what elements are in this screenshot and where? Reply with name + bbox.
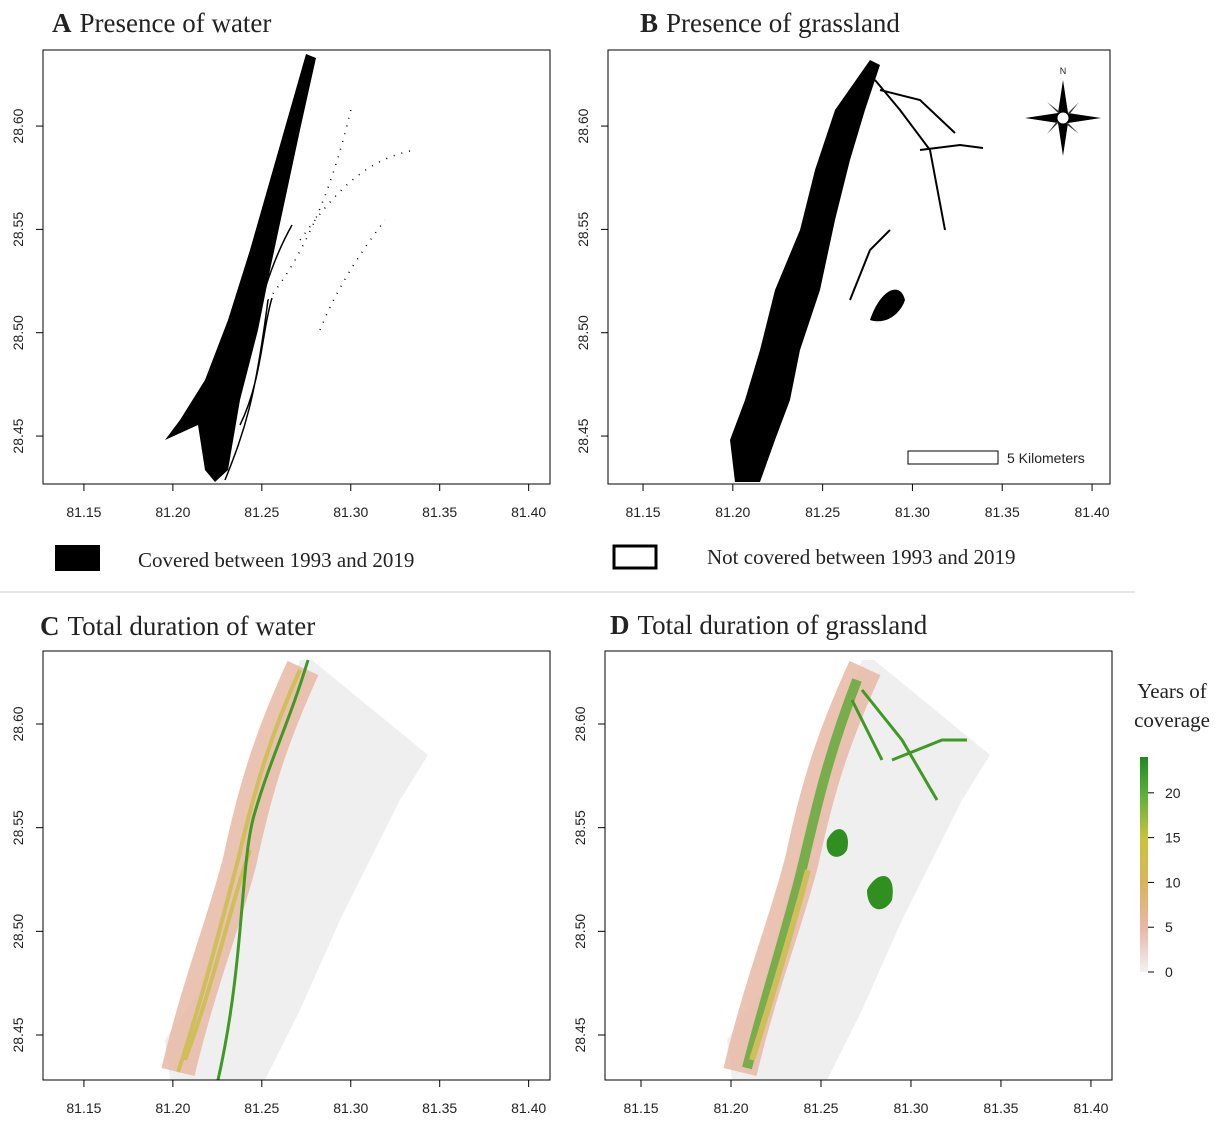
colorbar-tick-label: 20 bbox=[1165, 785, 1181, 801]
colorbar-title: Years of bbox=[1137, 679, 1207, 703]
y-tick-label: 28.50 bbox=[575, 315, 591, 350]
x-tick-label: 81.15 bbox=[66, 504, 101, 520]
scale-bar bbox=[907, 450, 999, 465]
colorbar-tick-label: 0 bbox=[1165, 964, 1173, 980]
x-tick-label: 81.15 bbox=[623, 1100, 658, 1116]
map-c bbox=[161, 659, 428, 1081]
x-tick-label: 81.35 bbox=[985, 504, 1020, 520]
map-d bbox=[723, 660, 990, 1080]
y-tick-label: 28.45 bbox=[575, 418, 591, 453]
colorbar-tick-label: 15 bbox=[1165, 830, 1181, 846]
y-tick-label: 28.45 bbox=[572, 1017, 588, 1052]
legend-swatch-covered bbox=[55, 545, 100, 571]
colorbar-tick-label: 10 bbox=[1165, 874, 1181, 890]
panel-title-text: Total duration of grassland bbox=[638, 610, 928, 640]
x-tick-label: 81.30 bbox=[895, 504, 930, 520]
y-tick-label: 28.55 bbox=[10, 810, 26, 845]
map-a bbox=[165, 54, 416, 482]
panel-letter: A bbox=[52, 8, 72, 38]
y-tick-label: 28.60 bbox=[572, 706, 588, 741]
y-tick-label: 28.55 bbox=[575, 212, 591, 247]
y-tick-label: 28.45 bbox=[10, 1017, 26, 1052]
y-tick-label: 28.60 bbox=[10, 706, 26, 741]
x-tick-label: 81.40 bbox=[1073, 1100, 1108, 1116]
x-tick-label: 81.30 bbox=[333, 1100, 368, 1116]
panel-title-text: Total duration of water bbox=[68, 611, 316, 641]
x-tick-label: 81.15 bbox=[66, 1100, 101, 1116]
x-tick-label: 81.20 bbox=[715, 504, 750, 520]
panel-title: D Total duration of grassland bbox=[610, 610, 928, 640]
panel-letter: C bbox=[40, 611, 60, 641]
plot-frame bbox=[607, 49, 1111, 485]
y-tick-label: 28.55 bbox=[572, 810, 588, 845]
x-tick-label: 81.30 bbox=[333, 504, 368, 520]
compass-label: N bbox=[1060, 66, 1067, 76]
colorbar bbox=[1140, 757, 1148, 972]
x-tick-label: 81.25 bbox=[803, 1100, 838, 1116]
colorbar-title: coverage bbox=[1134, 708, 1210, 732]
map-b bbox=[730, 60, 1101, 482]
scale-bar-label: 5 Kilometers bbox=[1007, 450, 1085, 466]
plot-frame bbox=[42, 49, 551, 485]
compass-rose bbox=[1025, 80, 1101, 156]
x-tick-label: 81.35 bbox=[422, 1100, 457, 1116]
y-tick-label: 28.45 bbox=[10, 418, 26, 453]
panel-title: B Presence of grassland bbox=[640, 8, 900, 38]
x-tick-label: 81.20 bbox=[155, 504, 190, 520]
panel-title: C Total duration of water bbox=[40, 611, 315, 641]
panel-title-text: Presence of grassland bbox=[666, 8, 900, 38]
x-tick-label: 81.20 bbox=[155, 1100, 190, 1116]
legend-swatch-not-covered bbox=[612, 544, 658, 570]
colorbar-tick-label: 5 bbox=[1165, 919, 1173, 935]
x-tick-label: 81.25 bbox=[244, 504, 279, 520]
x-tick-label: 81.40 bbox=[511, 1100, 546, 1116]
x-tick-label: 81.35 bbox=[983, 1100, 1018, 1116]
x-tick-label: 81.20 bbox=[713, 1100, 748, 1116]
x-tick-label: 81.25 bbox=[244, 1100, 279, 1116]
x-tick-label: 81.35 bbox=[422, 504, 457, 520]
panel-title: A Presence of water bbox=[52, 8, 271, 38]
y-tick-label: 28.60 bbox=[575, 108, 591, 143]
panel-letter: B bbox=[640, 8, 658, 38]
y-tick-label: 28.50 bbox=[10, 315, 26, 350]
plot-frame bbox=[604, 650, 1113, 1081]
x-tick-label: 81.25 bbox=[805, 504, 840, 520]
x-tick-label: 81.40 bbox=[1075, 504, 1110, 520]
x-tick-label: 81.15 bbox=[625, 504, 660, 520]
y-tick-label: 28.50 bbox=[572, 914, 588, 949]
plot-frame bbox=[42, 650, 551, 1081]
panel-title-text: Presence of water bbox=[80, 8, 272, 38]
y-tick-label: 28.50 bbox=[10, 914, 26, 949]
y-tick-label: 28.55 bbox=[10, 212, 26, 247]
panel-letter: D bbox=[610, 610, 630, 640]
x-tick-label: 81.40 bbox=[511, 504, 546, 520]
legend-label: Covered between 1993 and 2019 bbox=[138, 548, 414, 572]
legend-label: Not covered between 1993 and 2019 bbox=[707, 545, 1016, 569]
x-tick-label: 81.30 bbox=[893, 1100, 928, 1116]
y-tick-label: 28.60 bbox=[10, 108, 26, 143]
